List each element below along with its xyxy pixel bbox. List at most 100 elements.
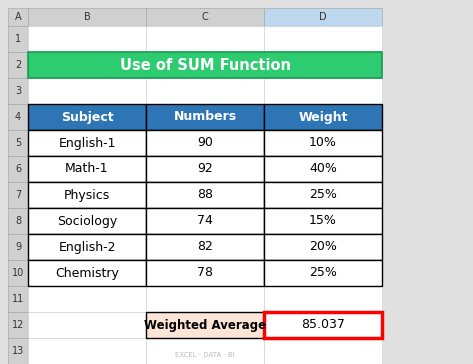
Bar — [28, 182, 146, 208]
Bar — [28, 338, 146, 364]
Text: C: C — [201, 12, 209, 22]
Bar — [28, 208, 146, 234]
Bar — [8, 182, 28, 208]
Bar — [8, 78, 28, 104]
Text: Physics: Physics — [64, 189, 110, 202]
Text: 88: 88 — [197, 189, 213, 202]
Text: Math-1: Math-1 — [65, 162, 109, 175]
Text: 5: 5 — [15, 138, 21, 148]
Bar — [146, 208, 264, 234]
Bar — [28, 234, 146, 260]
Bar — [146, 338, 264, 364]
Bar — [146, 260, 264, 286]
Text: 25%: 25% — [309, 189, 337, 202]
Bar — [264, 260, 382, 286]
Bar — [8, 52, 28, 78]
Bar — [264, 182, 382, 208]
Bar — [146, 26, 264, 52]
Bar — [28, 78, 146, 104]
Bar — [28, 26, 146, 52]
Bar — [146, 208, 264, 234]
Text: English-1: English-1 — [58, 136, 116, 150]
Bar — [146, 52, 264, 78]
Bar — [28, 8, 146, 26]
Text: 15%: 15% — [309, 214, 337, 228]
Text: 1: 1 — [15, 34, 21, 44]
Text: EXCEL · DATA · BI: EXCEL · DATA · BI — [175, 352, 235, 358]
Bar — [264, 130, 382, 156]
Bar — [146, 286, 264, 312]
Text: Use of SUM Function: Use of SUM Function — [120, 58, 290, 72]
Bar — [28, 156, 146, 182]
Bar — [28, 104, 146, 130]
Bar — [28, 52, 382, 78]
Bar — [146, 104, 264, 130]
Bar — [146, 78, 264, 104]
Text: 78: 78 — [197, 266, 213, 280]
Text: Weight: Weight — [298, 111, 348, 123]
Bar — [146, 234, 264, 260]
Text: 7: 7 — [15, 190, 21, 200]
Bar — [146, 8, 264, 26]
Bar — [146, 312, 264, 338]
Bar — [8, 130, 28, 156]
Bar — [28, 182, 146, 208]
Text: 8: 8 — [15, 216, 21, 226]
Bar — [264, 260, 382, 286]
Bar — [146, 156, 264, 182]
Text: 82: 82 — [197, 241, 213, 253]
Bar — [264, 130, 382, 156]
Bar — [264, 26, 382, 52]
Text: D: D — [319, 12, 327, 22]
Bar — [146, 260, 264, 286]
Text: A: A — [15, 12, 21, 22]
Bar — [8, 286, 28, 312]
Text: 92: 92 — [197, 162, 213, 175]
Text: 85.037: 85.037 — [301, 318, 345, 332]
Bar — [264, 182, 382, 208]
Text: Numbers: Numbers — [174, 111, 236, 123]
Bar — [264, 208, 382, 234]
Bar — [28, 286, 146, 312]
Bar — [264, 234, 382, 260]
Text: Weighted Average: Weighted Average — [144, 318, 266, 332]
Bar — [28, 260, 146, 286]
Bar — [28, 208, 146, 234]
Bar — [28, 26, 382, 364]
Bar — [264, 156, 382, 182]
Bar — [146, 156, 264, 182]
Bar — [264, 234, 382, 260]
Bar — [28, 312, 146, 338]
Text: 25%: 25% — [309, 266, 337, 280]
Bar — [264, 312, 382, 338]
Bar — [8, 8, 28, 26]
Text: 6: 6 — [15, 164, 21, 174]
Bar — [146, 234, 264, 260]
Text: Chemistry: Chemistry — [55, 266, 119, 280]
Bar — [264, 338, 382, 364]
Text: 4: 4 — [15, 112, 21, 122]
Bar — [146, 104, 264, 130]
Text: 40%: 40% — [309, 162, 337, 175]
Bar — [8, 312, 28, 338]
Bar — [8, 234, 28, 260]
Text: 9: 9 — [15, 242, 21, 252]
Bar — [264, 8, 382, 26]
Bar — [28, 234, 146, 260]
Text: 10%: 10% — [309, 136, 337, 150]
Bar — [264, 156, 382, 182]
Bar — [146, 182, 264, 208]
Bar — [264, 286, 382, 312]
Text: Subject: Subject — [61, 111, 114, 123]
Bar — [264, 208, 382, 234]
Bar — [8, 338, 28, 364]
Bar — [264, 52, 382, 78]
Text: 10: 10 — [12, 268, 24, 278]
Bar — [264, 104, 382, 130]
Bar — [28, 156, 146, 182]
Text: 90: 90 — [197, 136, 213, 150]
Text: English-2: English-2 — [58, 241, 116, 253]
Bar — [146, 130, 264, 156]
Bar — [8, 104, 28, 130]
Bar — [146, 130, 264, 156]
